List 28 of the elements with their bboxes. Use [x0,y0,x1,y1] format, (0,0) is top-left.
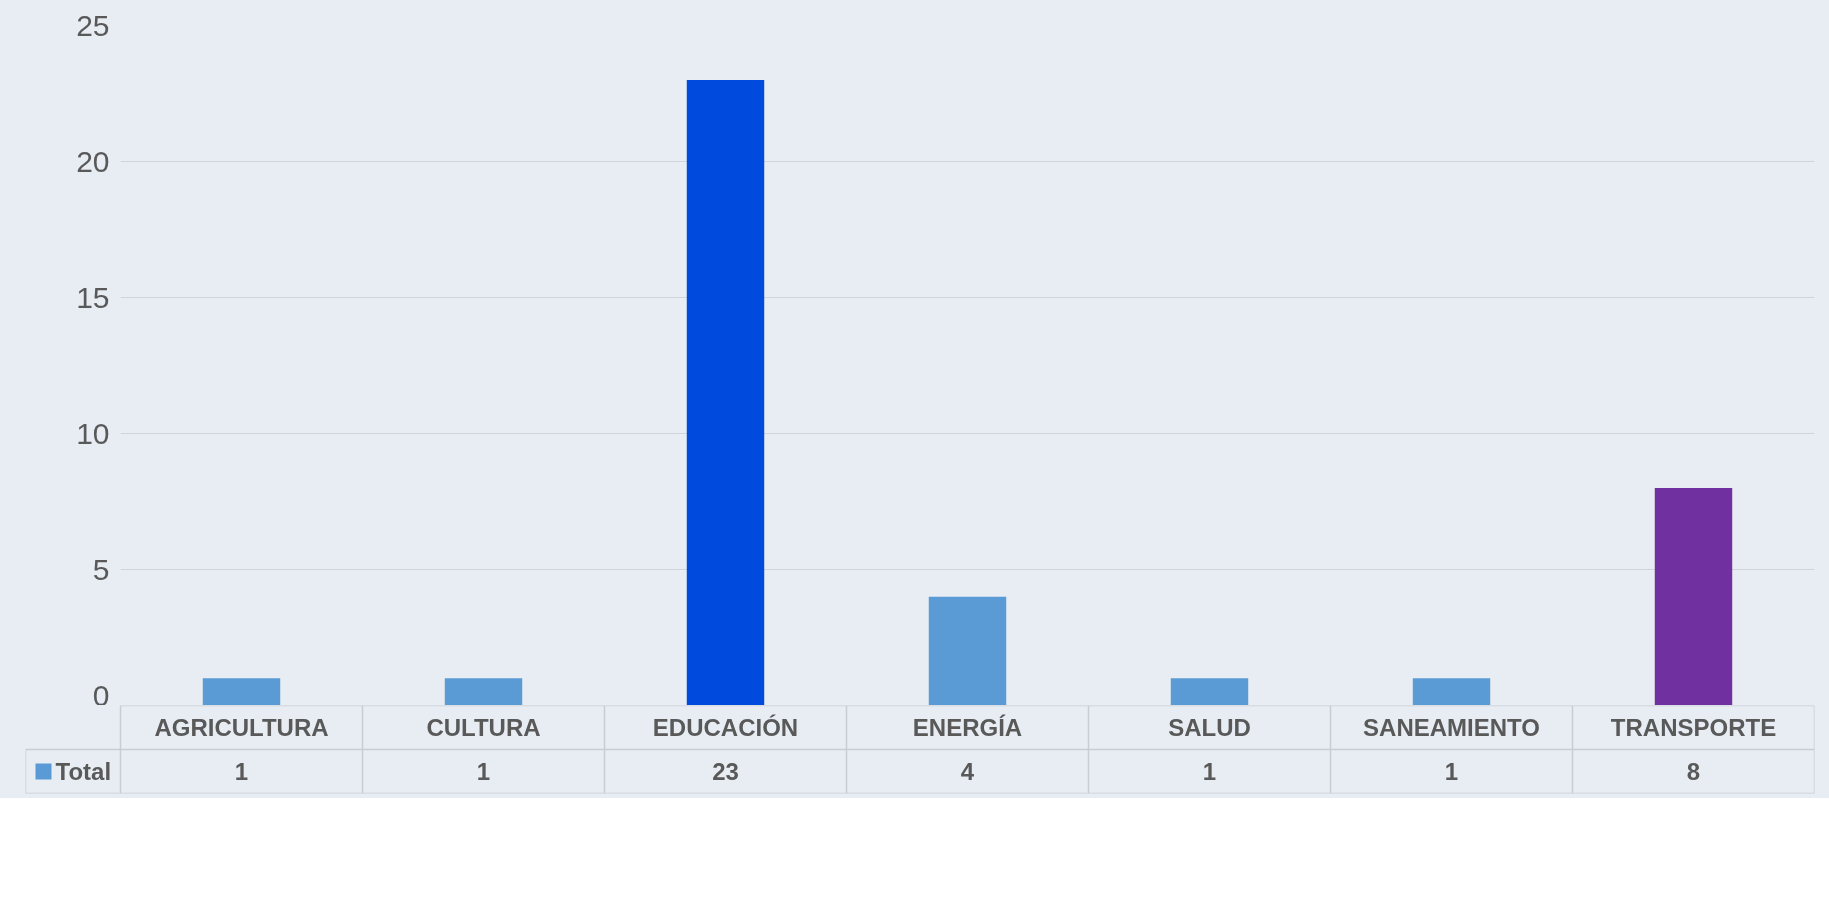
data-label: 1 [234,758,249,785]
bar [928,596,1007,705]
data-label: 23 [712,758,739,785]
y-tick-label: 20 [76,144,110,178]
x-tick-label: AGRICULTURA [154,714,329,741]
bar [686,79,765,705]
y-tick-label: 0 [92,678,110,712]
x-tick-label: TRANSPORTE [1610,714,1777,741]
bar [444,678,523,705]
data-label: 8 [1686,758,1701,785]
data-label: 1 [476,758,491,785]
x-tick-label: SALUD [1168,714,1251,741]
data-label: 4 [960,758,975,785]
x-tick-label: CULTURA [426,714,541,741]
y-tick-label: 15 [76,280,110,314]
y-tick-label: 5 [92,552,110,586]
legend-label: Total [55,758,112,785]
x-tick-label: ENERGÍA [912,714,1023,741]
bar [1654,487,1733,705]
bar [1170,678,1249,705]
y-tick-label: 10 [76,416,110,450]
x-tick-label: SANEAMIENTO [1363,714,1540,741]
data-label: 1 [1202,758,1217,785]
y-tick-label: 25 [76,8,110,42]
bar [202,678,281,705]
data-label: 1 [1444,758,1459,785]
bar [1412,678,1491,705]
x-tick-label: EDUCACIÓN [652,714,799,741]
